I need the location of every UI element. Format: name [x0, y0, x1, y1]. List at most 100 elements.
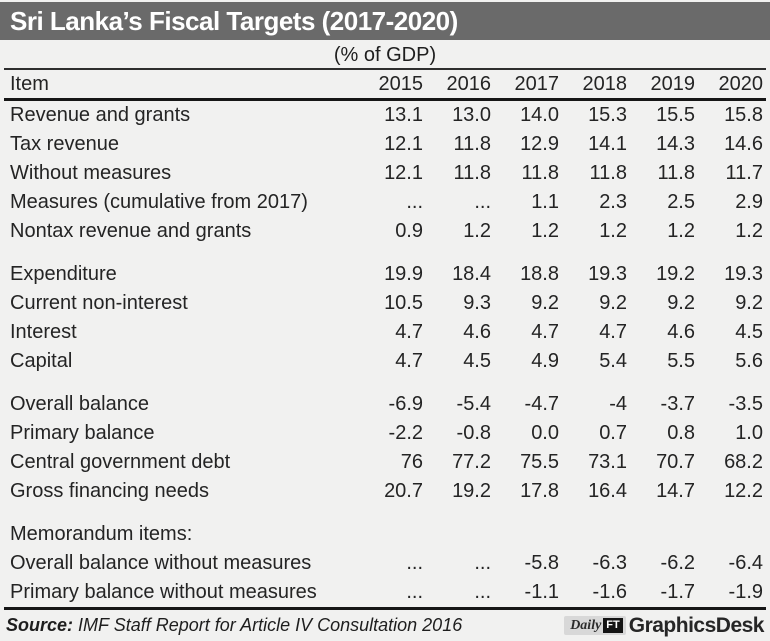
dailyft-logo: Daily FT: [564, 616, 626, 635]
value-cell: 19.9: [384, 263, 423, 285]
table-body: Revenue and grants 13.1 13.0 14.0 15.3 15.5 15…: [4, 100, 766, 608]
value-cell: 15.5: [656, 104, 695, 126]
value-cell: -3.7: [660, 393, 695, 415]
table-row: Overall balance without measures...... -5…: [4, 549, 766, 578]
unit-subtitle: (% of GDP): [333, 44, 437, 66]
value-cell: 2.3: [599, 191, 627, 213]
table-row: Primary balance without measures...... -1…: [4, 578, 766, 607]
table-row: Measures (cumulative from 2017)...... 1.1…: [4, 188, 766, 217]
value-cell: -0.8: [456, 422, 491, 444]
item-cell: Tax revenue: [10, 133, 119, 155]
value-cell: -1.6: [592, 581, 627, 603]
value-cell: 11.8: [521, 162, 559, 184]
value-cell: 17.8: [520, 480, 559, 502]
table-row: Without measures 12.1 11.8 11.8 11.8 11.8 11.7: [4, 159, 766, 188]
value-cell: -6.3: [592, 552, 627, 574]
value-cell: 11.7: [725, 162, 763, 184]
table-header-row: Item 2015 2016 2017 2018 2019 2020: [4, 69, 766, 101]
value-cell: 14.1: [588, 133, 627, 155]
item-cell: Overall balance without measures: [10, 552, 312, 574]
source-note: Source: IMF Staff Report for Article IV C…: [6, 615, 462, 636]
value-cell: 18.8: [520, 263, 559, 285]
value-cell: 1.2: [463, 220, 491, 242]
value-cell: -4: [609, 393, 627, 415]
value-cell: -3.5: [728, 393, 763, 415]
value-cell: 76: [400, 451, 423, 473]
value-cell: 9.2: [599, 292, 627, 314]
value-cell: 2.5: [667, 191, 695, 213]
value-cell: 4.7: [395, 350, 423, 372]
col-header-item: Item: [4, 69, 358, 101]
value-cell: 9.2: [667, 292, 695, 314]
value-cell: 5.6: [735, 350, 763, 372]
value-cell: -2.2: [388, 422, 423, 444]
value-cell: 0.7: [599, 422, 627, 444]
value-cell: 77.2: [452, 451, 491, 473]
value-cell: 68.2: [724, 451, 763, 473]
table-row: Primary balance -2.2 -0.8 0.0 0.7 0.8 1.0: [4, 419, 766, 448]
value-cell: 11.8: [657, 162, 695, 184]
item-cell: Primary balance: [10, 422, 155, 444]
col-header-2020: 2020: [698, 69, 766, 101]
value-cell: 9.2: [735, 292, 763, 314]
value-cell: -1.7: [660, 581, 695, 603]
source-label: Source:: [6, 615, 74, 635]
value-cell: 5.5: [667, 350, 695, 372]
value-cell: 70.7: [656, 451, 695, 473]
value-cell: -6.2: [660, 552, 695, 574]
value-cell: 5.4: [599, 350, 627, 372]
value-cell: [630, 520, 698, 549]
item-cell: Central government debt: [10, 451, 231, 473]
table-row: Interest 4.7 4.6 4.7 4.7 4.6 4.5: [4, 318, 766, 347]
value-cell: 4.7: [531, 321, 559, 343]
value-cell: 19.2: [656, 263, 695, 285]
value-cell: 12.1: [384, 162, 423, 184]
value-cell: 1.0: [735, 422, 763, 444]
value-cell: -5.4: [456, 393, 491, 415]
value-cell: 11.8: [453, 162, 491, 184]
table-row: Revenue and grants 13.1 13.0 14.0 15.3 15.5 15…: [4, 100, 766, 131]
value-cell: 18.4: [452, 263, 491, 285]
value-cell: 13.0: [452, 104, 491, 126]
item-cell: Current non-interest: [10, 292, 188, 314]
col-header-2015: 2015: [358, 69, 426, 101]
col-header-2017: 2017: [494, 69, 562, 101]
value-cell: -5.8: [524, 552, 559, 574]
source-text: IMF Staff Report for Article IV Consulta…: [78, 615, 463, 635]
value-cell: 19.3: [724, 263, 763, 285]
item-cell: Primary balance without measures: [10, 581, 317, 603]
item-cell: Overall balance: [10, 393, 149, 415]
value-cell: ...: [474, 581, 491, 603]
section-spacer: [4, 246, 766, 260]
graphicsdesk-wordmark: GraphicsDesk: [628, 613, 765, 637]
table-row: Gross financing needs 20.7 19.2 17.8 16.4 14.…: [4, 477, 766, 506]
footer: Source: IMF Staff Report for Article IV C…: [4, 607, 766, 641]
table-row: Tax revenue 12.1 11.8 12.9 14.1 14.3 14.6: [4, 130, 766, 159]
value-cell: -6.9: [388, 393, 423, 415]
item-cell: Revenue and grants: [10, 104, 191, 126]
title-bar: Sri Lanka’s Fiscal Targets (2017-2020): [0, 2, 770, 40]
value-cell: 16.4: [588, 480, 627, 502]
value-cell: 14.6: [724, 133, 763, 155]
value-cell: 1.2: [599, 220, 627, 242]
table-row: Central government debt 76 77.2 75.5 73.1 70.…: [4, 448, 766, 477]
value-cell: 14.3: [656, 133, 695, 155]
value-cell: [494, 520, 562, 549]
col-header-2018: 2018: [562, 69, 630, 101]
value-cell: 11.8: [453, 133, 491, 155]
item-cell: Gross financing needs: [10, 480, 210, 502]
value-cell: 11.8: [589, 162, 627, 184]
item-cell: Nontax revenue and grants: [10, 220, 252, 242]
value-cell: -1.9: [728, 581, 763, 603]
value-cell: 4.9: [531, 350, 559, 372]
value-cell: 9.3: [463, 292, 491, 314]
item-cell: Without measures: [10, 162, 172, 184]
value-cell: 75.5: [520, 451, 559, 473]
value-cell: 15.3: [588, 104, 627, 126]
value-cell: 14.0: [520, 104, 559, 126]
value-cell: 1.2: [531, 220, 559, 242]
value-cell: 4.5: [735, 321, 763, 343]
value-cell: 1.1: [531, 191, 559, 213]
value-cell: 12.9: [520, 133, 559, 155]
